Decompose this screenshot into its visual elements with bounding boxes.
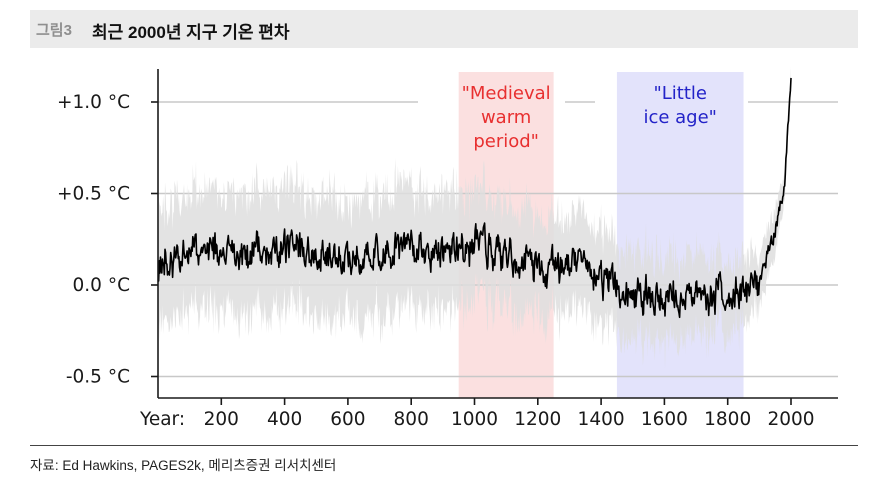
x-tick-label-3: 800	[394, 409, 429, 430]
chart-axes	[151, 69, 838, 405]
x-tick-label-1: 400	[267, 409, 302, 430]
period-label-1-0: "Little	[653, 83, 707, 104]
x-tick-label-6: 1400	[578, 409, 625, 430]
source-divider	[30, 445, 858, 446]
period-label-1-1: ice age"	[643, 107, 717, 128]
period-label-0-1: warm	[481, 107, 531, 128]
x-tick-label-9: 2000	[767, 409, 814, 430]
temperature-series	[157, 77, 792, 319]
x-tick-label-2: 600	[330, 409, 365, 430]
axis-labels: +1.0 °C +0.5 °C 0.0 °C -0.5 °C 200 400 600 800 1…	[57, 92, 815, 430]
period-label-0-0: "Medieval	[462, 83, 551, 104]
x-axis-prefix: Year:	[139, 409, 185, 430]
y-tick-label-0: +1.0 °C	[57, 92, 130, 113]
y-tick-label-3: -0.5 °C	[66, 367, 130, 388]
x-tick-label-7: 1600	[641, 409, 688, 430]
x-tick-label-4: 1000	[451, 409, 498, 430]
figure-title: 최근 2000년 지구 기온 편차	[92, 23, 290, 42]
period-label-0-2: period"	[473, 131, 539, 152]
y-tick-label-1: +0.5 °C	[57, 184, 130, 205]
y-tick-label-2: 0.0 °C	[73, 275, 130, 296]
x-tick-label-8: 1800	[704, 409, 751, 430]
temperature-anomaly-chart: "Medieval warm period" "Little ice age" +1.0…	[57, 67, 838, 430]
figure-label: 그림3	[36, 22, 72, 39]
source-note: 자료: Ed Hawkins, PAGES2k, 메리츠증권 리서치센터	[30, 458, 337, 473]
x-tick-label-0: 200	[204, 409, 239, 430]
figure-header: 그림3 최근 2000년 지구 기온 편차	[30, 10, 858, 48]
temperature-line	[157, 77, 792, 319]
x-tick-label-5: 1200	[514, 409, 561, 430]
